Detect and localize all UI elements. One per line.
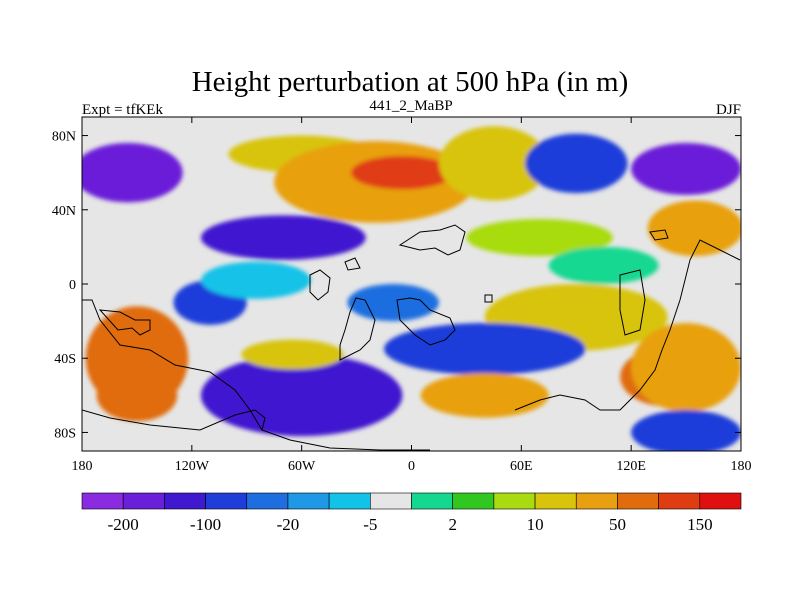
field-cell-0 [82,142,183,203]
colorbar-swatch-13 [617,492,659,510]
colorbar-swatch-14 [658,492,701,510]
colorbar-swatch-0 [81,492,124,510]
colorbar-label-3: -5 [363,515,377,534]
colorbar-swatch-9 [452,492,495,510]
y-tick-label-1: 40N [52,204,76,219]
colorbar-label-0: -200 [108,515,139,534]
field-cell-22 [631,410,741,451]
field-cell-21 [420,373,549,418]
coastline-tasmania [649,229,669,241]
y-tick-label-0: 80N [52,130,76,145]
colorbar-swatch-8 [411,492,453,510]
field-cell-3 [96,369,178,422]
field-cell-16 [200,261,311,299]
chart-subtitle-right: DJF [716,102,741,118]
y-axis: 80N 40N 0 40S 80S [52,130,741,441]
field-cell-10 [438,126,549,201]
x-axis: 180 120W 60W 0 60E 120E 180 [72,117,752,474]
field-cell-13 [647,200,741,257]
field-cell-12 [631,142,741,195]
colorbar-label-7: 150 [687,515,713,534]
coastline-australia [514,239,741,411]
chart-title: Height perturbation at 500 hPa (in m) [192,66,629,98]
colorbar-swatch-10 [493,492,536,510]
coastline-africa [396,297,456,346]
x-tick-label-0: 180 [72,459,93,474]
x-tick-label-2: 60W [288,459,316,474]
coastline-new-zealand [484,294,493,303]
x-tick-label-6: 180 [731,459,752,474]
field-cell-14 [466,219,613,257]
field-cell-23 [241,339,344,370]
field-cell-24 [347,284,439,322]
coastline-south-atlantic-islands [339,297,376,361]
colorbar-swatch-11 [534,492,577,510]
colorbar: -200 -100 -20 -5 2 10 50 150 [81,492,742,534]
colorbar-swatch-7 [370,492,412,510]
field-cell-15 [548,246,659,284]
field-cell-11 [524,133,628,194]
coastline-arabia [344,257,361,271]
coastline-antarctica [82,409,266,431]
chart-subtitle-center: 441_2_MaBP [369,98,452,114]
field-cell-1 [200,215,366,260]
y-tick-label-2: 0 [69,278,76,293]
coastline-south-america [82,299,430,451]
x-tick-label-4: 60E [510,459,533,474]
colorbar-label-6: 50 [609,515,626,534]
y-tick-label-4: 80S [54,426,76,441]
field-cell-5 [200,354,403,437]
colorbar-swatch-1 [122,492,165,510]
coastline-indonesia [619,269,646,336]
colorbar-swatch-5 [287,492,330,510]
x-tick-label-1: 120W [175,459,210,474]
plot-area [82,117,741,451]
coastline-north-america [309,269,331,301]
coastlines [82,224,741,451]
colorbar-swatch-12 [575,492,618,510]
colorbar-swatch-3 [205,492,248,510]
coastline-greenland [398,224,466,256]
colorbar-label-2: -20 [277,515,300,534]
y-tick-label-3: 40S [54,352,76,367]
x-tick-label-3: 0 [408,459,415,474]
colorbar-label-5: 10 [527,515,544,534]
coastline-pacific-islands [98,309,151,336]
colorbar-label-4: 2 [448,515,457,534]
chart-subtitle-left: Expt = tfKEk [82,102,163,118]
field-cell-20 [384,322,586,375]
colorbar-swatch-2 [164,492,206,510]
contour-field [82,126,741,451]
colorbar-label-1: -100 [190,515,221,534]
field-cell-19 [631,322,741,413]
colorbar-swatch-4 [246,492,289,510]
field-cell-9 [351,155,454,190]
x-tick-label-5: 120E [616,459,646,474]
colorbar-swatch-15 [699,492,742,510]
colorbar-swatch-6 [328,492,371,510]
